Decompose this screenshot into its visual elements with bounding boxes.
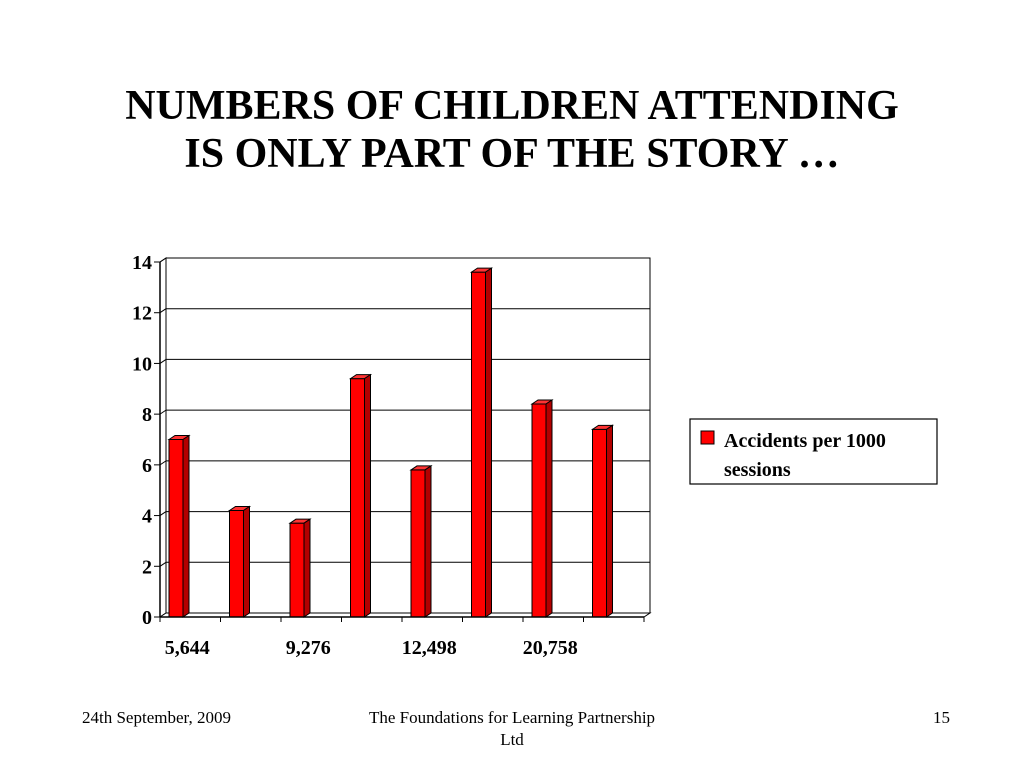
bar-front bbox=[289, 522, 305, 618]
bar-side bbox=[182, 434, 190, 618]
gridline-side bbox=[159, 257, 167, 263]
bar bbox=[409, 464, 433, 618]
accidents-bar-chart: 0 2 4 6 8 10 12 14 5,644 9,276 12,498 20,758 Accide… bbox=[132, 252, 938, 659]
slide-title-line-2: IS ONLY PART OF THE STORY … bbox=[184, 131, 840, 177]
y-tick-label: 6 bbox=[142, 455, 152, 477]
legend-label: Accidents per 1000 bbox=[724, 430, 886, 452]
footer-organisation: The Foundations for Learning Partnership… bbox=[368, 708, 656, 749]
gridline-side bbox=[159, 308, 167, 314]
bar-side bbox=[243, 505, 250, 618]
footer-page-number: 15 bbox=[933, 708, 950, 727]
x-tick-label: 20,758 bbox=[523, 637, 578, 659]
gridline-side bbox=[159, 511, 167, 516]
gridline-side bbox=[159, 561, 167, 567]
y-tick-label: 0 bbox=[142, 607, 152, 629]
slide-title-line-1: NUMBERS OF CHILDREN ATTENDING bbox=[125, 83, 899, 129]
bar-front bbox=[592, 428, 607, 618]
footer-date: 24th September, 2009 bbox=[82, 708, 231, 727]
bar bbox=[227, 505, 252, 618]
gridline-side bbox=[159, 409, 167, 415]
gridline-side bbox=[159, 460, 167, 466]
axes: 0 2 4 6 8 10 12 14 5,644 9,276 12,498 20,758 bbox=[132, 252, 645, 659]
y-tick-label: 12 bbox=[132, 303, 152, 325]
legend-box bbox=[689, 418, 938, 485]
bars bbox=[167, 267, 615, 618]
bar-front bbox=[229, 510, 244, 618]
legend-swatch bbox=[700, 430, 715, 445]
legend: Accidents per 1000 sessions bbox=[689, 418, 938, 485]
bar-front bbox=[410, 469, 426, 618]
bar-side bbox=[364, 373, 371, 618]
bar-front bbox=[350, 378, 365, 618]
gridline-side bbox=[159, 359, 167, 364]
x-tick-label: 5,644 bbox=[165, 637, 210, 659]
bar-side bbox=[424, 464, 432, 618]
legend-label: sessions bbox=[724, 459, 791, 481]
bar-front bbox=[531, 403, 547, 618]
bar bbox=[348, 373, 373, 618]
bar bbox=[167, 434, 191, 618]
y-tick-label: 2 bbox=[142, 556, 152, 578]
y-tick-label: 4 bbox=[142, 506, 152, 528]
bar-side bbox=[545, 399, 553, 618]
bar-front bbox=[471, 271, 486, 618]
x-tick-label: 9,276 bbox=[286, 637, 331, 659]
bar bbox=[590, 424, 615, 618]
bar bbox=[530, 399, 554, 618]
bar-front bbox=[168, 439, 184, 618]
bar-side bbox=[606, 424, 613, 618]
y-tick-label: 14 bbox=[132, 252, 152, 274]
bar bbox=[469, 267, 494, 618]
x-tick-label: 12,498 bbox=[402, 637, 457, 659]
bar-side bbox=[485, 267, 492, 618]
bar-side bbox=[303, 518, 311, 618]
y-tick-label: 8 bbox=[142, 404, 152, 426]
bar bbox=[288, 518, 312, 618]
slide-title: NUMBERS OF CHILDREN ATTENDING IS ONLY PA… bbox=[40, 82, 984, 178]
y-tick-label: 10 bbox=[132, 353, 152, 375]
